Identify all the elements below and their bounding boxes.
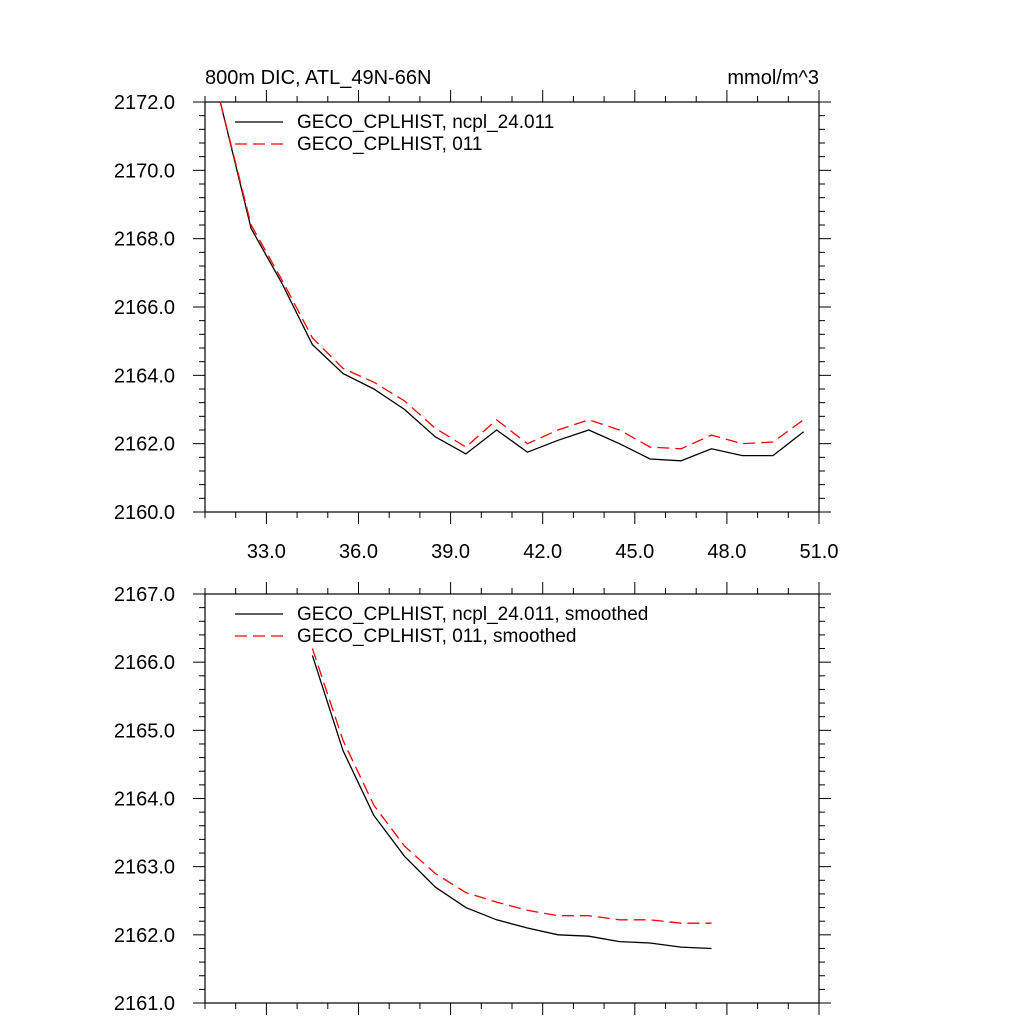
y-tick-label: 2166.0 [114, 297, 175, 319]
x-tick-label: 42.0 [523, 541, 562, 563]
legend-label-1: GECO_CPLHIST, ncpl_24.011 [297, 112, 554, 133]
y-tick-label: 2161.0 [114, 993, 175, 1015]
chart-title: 800m DIC, ATL_49N-66N [205, 67, 431, 89]
y-tick-label: 2166.0 [114, 652, 175, 674]
chart-panel-2: 2161.0 2162.0 2163.0 2164.0 2165.0 2166.0 2167… [114, 582, 831, 1015]
x-tick-label: 39.0 [431, 541, 470, 563]
chart-panel-1: 33.0 36.0 39.0 42.0 45.0 48.0 51.0 2160.0 2162.0… [114, 67, 839, 563]
series-line-1 [219, 102, 805, 462]
chart-units: mmol/m^3 [727, 67, 819, 89]
x-tick-label: 45.0 [615, 541, 654, 563]
series-line-2 [311, 648, 712, 924]
y-tick-label: 2168.0 [114, 229, 175, 251]
y-tick-label: 2167.0 [114, 584, 175, 606]
legend-label-2: GECO_CPLHIST, 011 [297, 134, 483, 155]
plot-frame [204, 593, 820, 1004]
y-tick-label: 2170.0 [114, 160, 175, 182]
series-line-1 [311, 655, 712, 950]
y-tick-label: 2172.0 [114, 92, 175, 114]
x-tick-label: 48.0 [707, 541, 746, 563]
y-tick-label: 2160.0 [114, 502, 175, 524]
y-tick-label: 2162.0 [114, 434, 175, 456]
y-tick-label: 2163.0 [114, 857, 175, 879]
x-tick-label: 33.0 [247, 541, 286, 563]
series-line-2 [219, 102, 804, 450]
plot-frame [204, 101, 820, 513]
y-tick-label: 2162.0 [114, 925, 175, 947]
y-tick-label: 2164.0 [114, 789, 175, 811]
y-tick-label: 2164.0 [114, 365, 175, 387]
y-tick-label: 2165.0 [114, 720, 175, 742]
x-tick-label: 51.0 [800, 541, 839, 563]
x-tick-label: 36.0 [339, 541, 378, 563]
legend-label-1: GECO_CPLHIST, ncpl_24.011, smoothed [297, 604, 648, 625]
legend-label-2: GECO_CPLHIST, 011, smoothed [297, 626, 577, 647]
